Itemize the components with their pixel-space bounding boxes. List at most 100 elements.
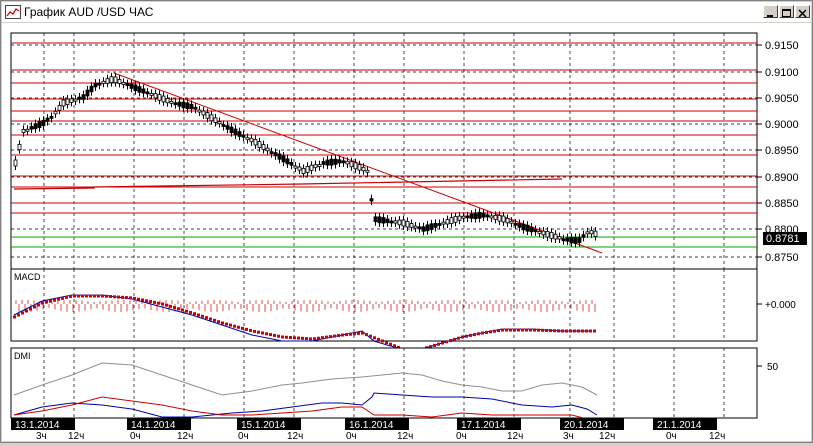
macd-signal-dot (505, 328, 508, 332)
macd-signal-dot (493, 329, 496, 333)
macd-signal-dot (41, 301, 44, 305)
macd-signal-dot (65, 295, 68, 299)
date-box (560, 418, 624, 430)
date-box (127, 418, 191, 430)
maximize-button[interactable] (779, 5, 794, 18)
date-box (11, 418, 75, 430)
macd-signal-dot (145, 299, 148, 303)
candle-body (125, 83, 130, 87)
price-chart[interactable]: 0.9150 0.9100 0.9050 0.9000 0.8950 0.8900 0.88… (2, 23, 811, 442)
macd-signal-dot (209, 317, 212, 321)
macd-signal-dot (213, 318, 216, 322)
minimize-button[interactable] (763, 5, 778, 18)
candle-body (245, 137, 250, 141)
macd-signal-dot (85, 294, 88, 298)
date-label: 20.1.2014 (564, 420, 609, 431)
candle-body (461, 215, 466, 219)
candle-body (73, 98, 78, 102)
candle-body (181, 101, 186, 109)
macd-signal-dot (381, 339, 384, 343)
macd-signal-dot (433, 343, 436, 347)
macd-signal-dot (341, 333, 344, 337)
close-button[interactable] (795, 5, 810, 18)
candle-body (525, 224, 530, 232)
chart-area[interactable]: 0.9150 0.9100 0.9050 0.9000 0.8950 0.8900 0.88… (2, 23, 811, 442)
hour-label: 0ч (130, 431, 141, 441)
macd-signal-dot (225, 322, 228, 326)
candle-body (521, 223, 526, 231)
macd-signal-dot (189, 310, 192, 314)
candle-body (533, 229, 538, 233)
macd-signal-dot (301, 336, 304, 340)
macd-title: MACD (14, 272, 41, 282)
price-label: 0.8750 (765, 252, 799, 264)
dmi-plus-line (13, 392, 598, 418)
hour-label: 3ч (36, 431, 47, 441)
candle-body (237, 131, 242, 137)
candle-body (417, 226, 422, 230)
candle-body (241, 134, 246, 138)
date-box (653, 418, 717, 430)
title-bar[interactable]: График AUD /USD ЧАС (2, 2, 811, 22)
macd-signal-dot (105, 294, 108, 298)
candle-body (397, 219, 402, 226)
trendline (113, 72, 603, 254)
candle-body (437, 223, 442, 226)
candle-body (45, 117, 50, 122)
hour-label: 12ч (177, 431, 193, 441)
candle-body (357, 164, 362, 171)
candle-body (229, 126, 234, 133)
macd-signal-dot (349, 332, 352, 336)
date-label: 21.1.2014 (657, 420, 702, 431)
candle-body (257, 141, 262, 148)
chart-icon (5, 5, 21, 19)
macd-signal-dot (21, 311, 24, 315)
candle-body (281, 155, 286, 163)
candle-body (593, 230, 598, 237)
candle-body (449, 217, 454, 224)
candle-body (409, 223, 414, 228)
hour-label: 12ч (397, 431, 413, 441)
macd-signal-dot (465, 334, 468, 338)
macd-signal-dot (261, 331, 264, 335)
candle-body (505, 217, 510, 224)
macd-signal-dot (273, 333, 276, 337)
candle-body (297, 166, 302, 171)
red-channel-line (13, 178, 563, 190)
macd-signal-dot (497, 329, 500, 333)
current-price-label: 0.8781 (766, 233, 800, 245)
candle-body (561, 238, 566, 242)
candle-body (49, 115, 54, 119)
candle-body (581, 234, 586, 238)
hour-label: 12ч (709, 431, 725, 441)
date-box (237, 418, 301, 430)
macd-signal-dot (237, 325, 240, 329)
candle-body (273, 152, 278, 157)
macd-signal-dot (321, 336, 324, 340)
macd-signal-dot (197, 313, 200, 317)
date-label: 16.1.2014 (349, 420, 394, 431)
candle-body (53, 110, 58, 115)
macd-signal-dot (361, 331, 364, 335)
candle-body (89, 85, 94, 93)
macd-signal-dot (297, 336, 300, 340)
candle-body (33, 123, 38, 130)
candle-body (345, 160, 350, 165)
candle-body (177, 101, 182, 107)
candle-body (269, 151, 274, 154)
price-label: 0.9050 (765, 93, 799, 105)
macd-signal-dot (309, 337, 312, 341)
close-icon (798, 9, 807, 18)
candle-body (341, 160, 346, 164)
macd-signal-dot (377, 337, 380, 341)
candle-body (233, 128, 238, 136)
macd-signal-dot (141, 298, 144, 302)
candle-body (209, 114, 214, 122)
candle-body (529, 226, 534, 233)
macd-signal-dot (285, 335, 288, 339)
macd-signal-dot (193, 312, 196, 316)
dmi-title: DMI (14, 351, 31, 361)
date-label: 13.1.2014 (15, 420, 60, 431)
macd-signal-dot (545, 328, 548, 332)
macd-signal-dot (177, 307, 180, 311)
